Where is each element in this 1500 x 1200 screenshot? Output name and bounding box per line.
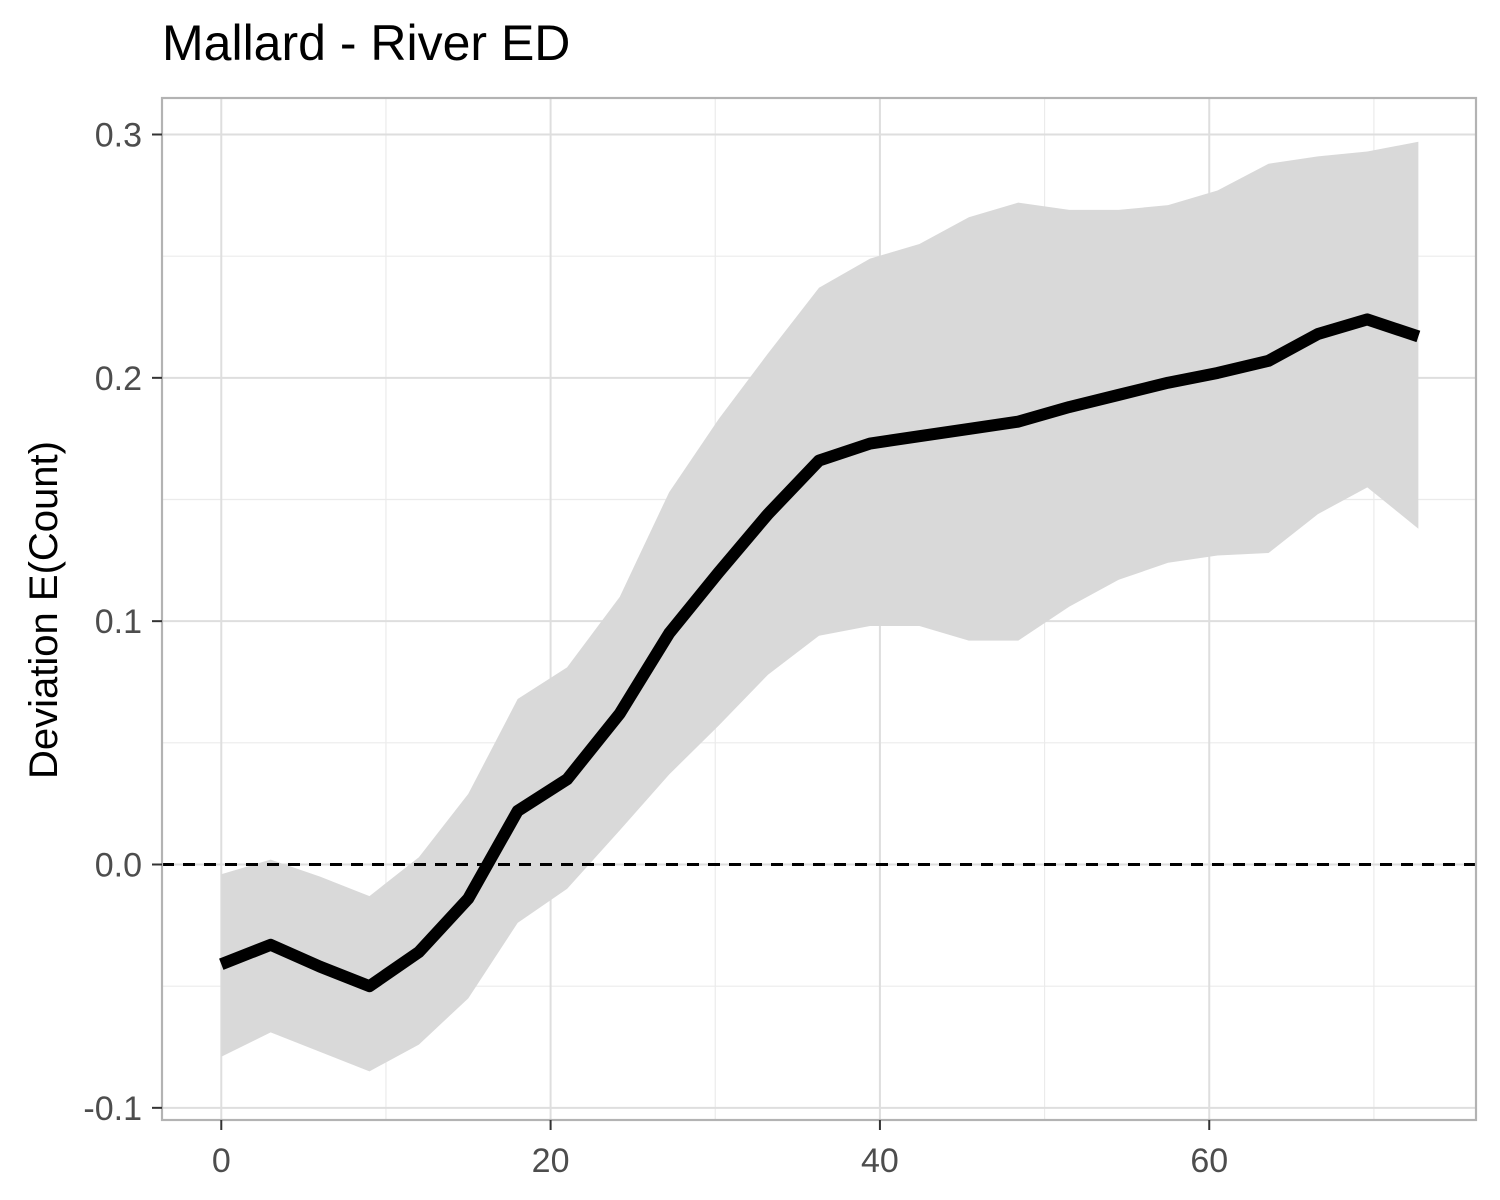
x-axis-ticks: 0 20 40 60 <box>212 1120 1228 1180</box>
x-tick-label: 0 <box>212 1142 231 1180</box>
y-tick-label: 0.0 <box>95 847 142 885</box>
y-axis-title: Deviation E(Count) <box>22 441 66 779</box>
confidence-band-layer <box>221 141 1419 1072</box>
x-tick-label: 40 <box>861 1142 899 1180</box>
y-tick-label: 0.3 <box>95 117 142 155</box>
chart-title: Mallard - River ED <box>162 15 571 71</box>
y-tick-label: 0.1 <box>95 603 142 641</box>
x-tick-label: 20 <box>532 1142 570 1180</box>
y-tick-label: -0.1 <box>83 1090 142 1128</box>
series-line <box>219 313 1421 993</box>
panel-border <box>160 96 1478 1122</box>
series-line-layer <box>219 313 1421 993</box>
panel-border-layer <box>160 96 1478 1122</box>
confidence-band <box>221 141 1419 1072</box>
y-axis-ticks: -0.1 0.0 0.1 0.2 0.3 <box>83 117 162 1128</box>
x-tick-label: 60 <box>1190 1142 1228 1180</box>
y-tick-label: 0.2 <box>95 360 142 398</box>
